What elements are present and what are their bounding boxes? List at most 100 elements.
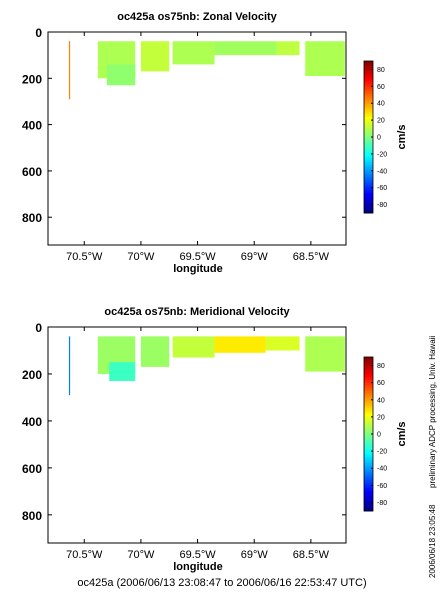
colorbar-band	[364, 152, 373, 156]
colorbar-tick-label: -40	[377, 168, 387, 175]
colorbar-band	[364, 195, 373, 199]
y-tick-label: 200	[22, 72, 42, 86]
colorbar-tick-label: 80	[377, 67, 385, 74]
y-tick-label: 800	[22, 211, 42, 225]
colorbar-band	[364, 362, 373, 366]
plot-frame	[47, 31, 347, 246]
colorbar-band	[364, 139, 373, 143]
x-axis-label: longitude	[173, 263, 223, 275]
colorbar-band	[364, 157, 373, 161]
colorbar-band	[364, 149, 373, 153]
colorbar-band	[364, 210, 373, 214]
colorbar-band	[364, 449, 373, 453]
colorbar-band	[364, 200, 373, 204]
colorbar-band	[364, 185, 373, 189]
colorbar-band	[364, 96, 373, 100]
plot-title: oc425a os75nb: Zonal Velocity	[117, 11, 277, 23]
colorbar-band	[364, 462, 373, 466]
colorbar-band	[364, 421, 373, 425]
colorbar-band	[364, 119, 373, 123]
y-tick-label: 0	[35, 321, 42, 335]
colorbar-band	[364, 187, 373, 191]
colorbar-band	[364, 508, 373, 512]
colorbar-tick-label: 20	[377, 118, 385, 125]
colorbar-band	[364, 464, 373, 468]
colorbar-band	[364, 88, 373, 92]
y-tick-label: 400	[22, 415, 42, 429]
colorbar-band	[364, 172, 373, 176]
x-tick-label: 70°W	[127, 549, 155, 561]
colorbar-band	[364, 423, 373, 427]
colorbar-band	[364, 167, 373, 171]
colorbar-band	[364, 475, 373, 479]
colorbar: 80 60 40 20 0 -20 -40 -60 -80 cm/s	[363, 60, 408, 214]
colorbar-band	[364, 413, 373, 417]
colorbar-band	[364, 180, 373, 183]
y-tick-label: 400	[22, 119, 42, 133]
velocity-section	[172, 336, 215, 358]
colorbar-band	[364, 76, 373, 80]
colorbar-band	[364, 487, 373, 491]
colorbar-band	[364, 177, 373, 181]
processing-note: preliminary ADCP processing, Univ. Hawai…	[428, 335, 437, 488]
colorbar-band	[364, 192, 373, 196]
x-tick-label: 70.5°W	[66, 251, 103, 263]
colorbar-band	[364, 374, 373, 378]
plot-frame	[47, 326, 347, 544]
processing-timestamp: 2006/06/18 23:05:48	[428, 504, 437, 578]
velocity-section	[214, 41, 277, 56]
plot-title: oc425a os75nb: Meridional Velocity	[104, 306, 290, 318]
colorbar-tick-label: -20	[377, 449, 387, 456]
x-tick-label: 68.5°W	[293, 549, 330, 561]
colorbar-band	[364, 68, 373, 72]
colorbar-band	[364, 459, 373, 463]
colorbar-band	[364, 131, 373, 135]
colorbar-band	[364, 405, 373, 409]
colorbar-tick-label: -20	[377, 151, 387, 158]
colorbar-band	[364, 428, 373, 432]
colorbar-band	[364, 124, 373, 128]
y-tick-label: 600	[22, 462, 42, 476]
colorbar-band	[364, 104, 373, 107]
colorbar-tick-label: 40	[377, 397, 385, 404]
colorbar-tick-label: -80	[377, 202, 387, 209]
colorbar-band	[364, 418, 373, 422]
colorbar-band	[364, 126, 373, 130]
data-sections	[68, 336, 345, 396]
colorbar-band	[364, 472, 373, 476]
colorbar-band	[364, 190, 373, 194]
velocity-section	[265, 336, 300, 351]
colorbar-band	[364, 505, 373, 509]
colorbar-band	[364, 451, 373, 455]
colorbar-tick-label: -40	[377, 466, 387, 473]
colorbar-band	[364, 137, 373, 140]
colorbar-band	[364, 169, 373, 173]
colorbar-band	[364, 446, 373, 450]
x-axis-label: longitude	[173, 561, 223, 573]
x-tick-label: 70°W	[127, 251, 155, 263]
colorbar-band	[364, 485, 373, 489]
colorbar-band	[364, 439, 373, 443]
colorbar-band	[364, 385, 373, 389]
colorbar-band	[364, 377, 373, 381]
colorbar-band	[364, 408, 373, 412]
colorbar-band	[364, 390, 373, 394]
colorbar-band	[364, 101, 373, 105]
colorbar-band	[364, 467, 373, 471]
colorbar-tick-label: 80	[377, 363, 385, 370]
colorbar-band	[364, 398, 373, 402]
colorbar-band	[364, 114, 373, 118]
colorbar-band	[364, 436, 373, 440]
y-tick-label: 600	[22, 165, 42, 179]
footer-caption: oc425a (2006/06/13 23:08:47 to 2006/06/1…	[77, 577, 366, 589]
y-tick-label: 800	[22, 509, 42, 523]
colorbar-band	[364, 434, 373, 437]
colorbar-band	[364, 142, 373, 145]
colorbar-band	[364, 367, 373, 371]
x-tick-label: 69°W	[241, 549, 269, 561]
colorbar-band	[364, 61, 373, 64]
colorbar-band	[364, 477, 373, 481]
colorbar-band	[364, 498, 373, 502]
colorbar-band	[364, 382, 373, 386]
colorbar-band	[364, 444, 373, 448]
